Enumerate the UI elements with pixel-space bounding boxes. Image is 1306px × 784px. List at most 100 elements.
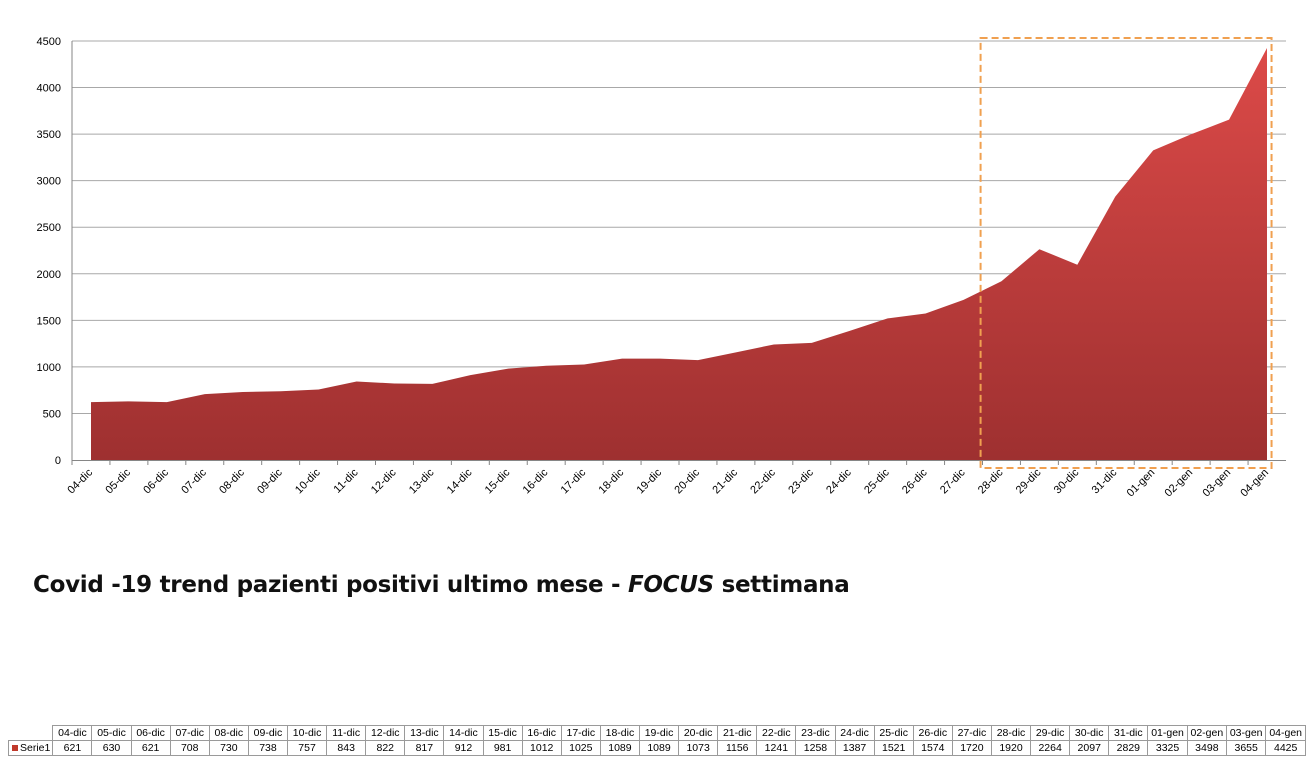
- x-tick-label-27-dic: 27-dic: [938, 466, 968, 496]
- table-value-cell: 822: [365, 740, 406, 756]
- x-tick-label-06-dic: 06-dic: [141, 466, 171, 496]
- x-tick-label-30-dic: 30-dic: [1052, 466, 1082, 496]
- table-header-cell: 18-dic: [599, 725, 640, 741]
- table-header-cell: 09-dic: [247, 725, 289, 741]
- series-label-cell: Serie1: [7, 740, 54, 756]
- table-header-cell: 23-dic: [795, 725, 836, 741]
- x-tick-label-25-dic: 25-dic: [862, 466, 892, 496]
- y-tick-label-0: 0: [55, 455, 61, 467]
- table-value-cell: 1387: [834, 740, 875, 756]
- chart-title-emphasis: FOCUS: [628, 572, 714, 598]
- series-area: [91, 47, 1267, 460]
- x-tick-label-29-dic: 29-dic: [1014, 466, 1044, 496]
- x-tick-label-03-gen: 03-gen: [1200, 467, 1233, 500]
- table-header-cell: 05-dic: [91, 725, 132, 741]
- table-header-cell: 20-dic: [678, 725, 719, 741]
- table-header-cell: 17-dic: [560, 725, 601, 741]
- table-value-cell: 4425: [1265, 740, 1306, 756]
- table-value-cell: 621: [52, 740, 93, 756]
- table-header-cell: 01-gen: [1147, 725, 1188, 741]
- y-tick-label-4000: 4000: [37, 83, 61, 95]
- table-header-cell: 13-dic: [404, 725, 445, 741]
- x-tick-label-09-dic: 09-dic: [255, 466, 285, 496]
- table-header-cell: 24-dic: [834, 725, 875, 741]
- table-row: Serie1 621 630 621 708 730 738 757 843 822 817 912 9…: [7, 740, 1306, 756]
- y-tick-label-500: 500: [43, 408, 61, 420]
- x-tick-label-16-dic: 16-dic: [521, 466, 551, 496]
- chart-title: Covid -19 trend pazienti positivi ultimo…: [33, 572, 850, 598]
- table-header-cell: 07-dic: [169, 725, 210, 741]
- table-header-cell: 26-dic: [912, 725, 953, 741]
- x-tick-label-02-gen: 02-gen: [1163, 467, 1196, 500]
- table-header-cell: 08-dic: [208, 725, 249, 741]
- table-header-cell: 04-dic: [52, 725, 93, 741]
- x-tick-label-12-dic: 12-dic: [369, 466, 399, 496]
- table-value-cell: 1073: [678, 740, 719, 756]
- chart-title-main: Covid -19 trend pazienti positivi ultimo…: [33, 572, 629, 598]
- table-header-cell: 30-dic: [1069, 725, 1110, 741]
- table-header-cell: 06-dic: [130, 725, 171, 741]
- table-value-cell: 2829: [1108, 740, 1149, 756]
- table-value-cell: 817: [404, 740, 445, 756]
- table-value-cell: 630: [91, 740, 132, 756]
- axes: [71, 41, 1286, 465]
- table-header-cell: 22-dic: [756, 725, 797, 741]
- x-tick-label-15-dic: 15-dic: [483, 466, 513, 496]
- table-value-cell: 738: [247, 740, 289, 756]
- table-header-cell: 25-dic: [873, 725, 914, 741]
- table-value-cell: 912: [443, 740, 484, 756]
- table-header-cell: 02-gen: [1186, 725, 1228, 741]
- y-tick-label-2000: 2000: [37, 269, 61, 281]
- table-header-cell: 12-dic: [365, 725, 406, 741]
- x-tick-label-13-dic: 13-dic: [407, 466, 437, 496]
- table-header-cell: 04-gen: [1265, 725, 1306, 741]
- x-tick-label-21-dic: 21-dic: [710, 466, 740, 496]
- focus-highlight-box: [979, 37, 1273, 469]
- table-value-cell: 1012: [521, 740, 562, 756]
- data-table: 04-dic 05-dic 06-dic 07-dic 08-dic 09-dic 10-d…: [7, 725, 1306, 756]
- x-tick-label-28-dic: 28-dic: [976, 466, 1006, 496]
- x-tick-label-19-dic: 19-dic: [634, 466, 664, 496]
- table-value-cell: 1920: [990, 740, 1032, 756]
- table-value-cell: 1089: [638, 740, 680, 756]
- x-tick-label-07-dic: 07-dic: [179, 466, 209, 496]
- x-tick-labels: 04-dic 05-dic 06-dic 07-dic 08-dic 09-dic 10-d…: [65, 466, 1271, 499]
- table-value-cell: 1720: [951, 740, 992, 756]
- table-header-cell: 14-dic: [443, 725, 484, 741]
- series-area-Serie1: [91, 47, 1267, 460]
- table-value-cell: 1258: [795, 740, 836, 756]
- x-tick-label-22-dic: 22-dic: [748, 466, 778, 496]
- x-tick-label-17-dic: 17-dic: [559, 466, 589, 496]
- table-header-cell: 03-gen: [1226, 725, 1267, 741]
- x-tick-label-31-dic: 31-dic: [1090, 466, 1120, 496]
- table-header-cell: 19-dic: [638, 725, 680, 741]
- y-tick-label-1500: 1500: [37, 315, 61, 327]
- table-value-cell: 1025: [560, 740, 601, 756]
- table-value-cell: 1521: [873, 740, 914, 756]
- x-tick-label-23-dic: 23-dic: [786, 466, 816, 496]
- table-value-cell: 1156: [717, 740, 758, 756]
- y-tick-label-3500: 3500: [37, 129, 61, 141]
- table-header-cell: 27-dic: [951, 725, 992, 741]
- table-header-row: 04-dic 05-dic 06-dic 07-dic 08-dic 09-dic 10-d…: [9, 725, 1306, 741]
- table-value-cell: 757: [287, 740, 328, 756]
- table-value-cell: 843: [326, 740, 367, 756]
- y-tick-labels: 0 500 1000 1500 2000 2500 3000 3500 4000 4500: [37, 36, 61, 467]
- x-tick-label-24-dic: 24-dic: [824, 466, 854, 496]
- table-header-cell: 10-dic: [287, 725, 328, 741]
- focus-highlight: [979, 37, 1273, 469]
- table-value-cell: 1089: [599, 740, 640, 756]
- table-value-cell: 2097: [1069, 740, 1110, 756]
- x-tick-label-04-gen: 04-gen: [1238, 467, 1271, 500]
- gridlines: [72, 40, 1286, 414]
- y-tick-label-1000: 1000: [37, 362, 61, 374]
- table-header-cell: 28-dic: [990, 725, 1032, 741]
- x-tick-label-01-gen: 01-gen: [1125, 467, 1158, 500]
- table-header-cell: 21-dic: [717, 725, 758, 741]
- y-tick-label-4500: 4500: [37, 36, 61, 48]
- x-tick-label-08-dic: 08-dic: [217, 466, 247, 496]
- x-tick-label-26-dic: 26-dic: [900, 466, 930, 496]
- x-tick-label-20-dic: 20-dic: [672, 466, 702, 496]
- table-header-cell: 11-dic: [326, 725, 367, 741]
- x-tick-label-10-dic: 10-dic: [293, 466, 323, 496]
